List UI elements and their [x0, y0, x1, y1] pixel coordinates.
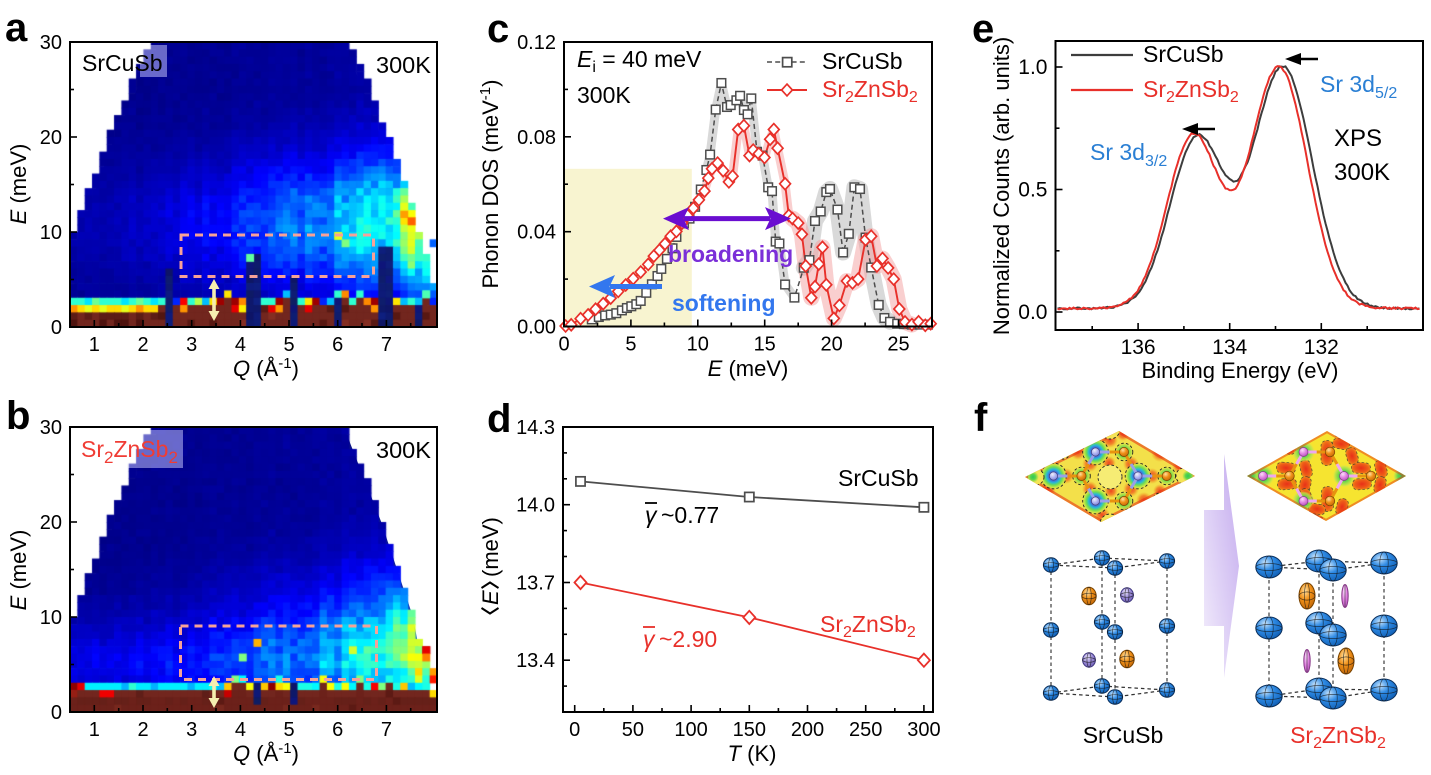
- svg-text:c: c: [487, 7, 509, 51]
- svg-text:~0.77: ~0.77: [661, 502, 719, 528]
- svg-text:Q (Å-1): Q (Å-1): [233, 355, 299, 381]
- svg-text:0.08: 0.08: [517, 127, 556, 149]
- svg-text:0.04: 0.04: [517, 222, 556, 244]
- svg-text:300K: 300K: [376, 52, 431, 78]
- svg-text:6: 6: [332, 719, 343, 741]
- svg-text:30: 30: [40, 417, 62, 439]
- svg-text:100: 100: [674, 719, 707, 741]
- svg-text:Sr 3d3/2: Sr 3d3/2: [1090, 139, 1167, 170]
- svg-text:2: 2: [137, 719, 148, 741]
- svg-text:0: 0: [51, 317, 62, 339]
- svg-text:30: 30: [40, 32, 62, 54]
- svg-text:softening: softening: [672, 290, 776, 316]
- svg-text:e: e: [972, 7, 994, 51]
- svg-text:Sr2ZnSb2: Sr2ZnSb2: [1143, 76, 1239, 106]
- svg-text:7: 7: [381, 719, 392, 741]
- svg-text:Normalized Counts (arb. units): Normalized Counts (arb. units): [989, 37, 1014, 335]
- svg-text:200: 200: [791, 719, 824, 741]
- svg-text:300K: 300K: [577, 82, 631, 108]
- svg-text:Q (Å-1): Q (Å-1): [233, 740, 299, 766]
- svg-text:(meV): (meV): [478, 517, 503, 577]
- svg-text:136: 136: [1121, 336, 1156, 359]
- svg-text:250: 250: [849, 719, 882, 741]
- svg-text:150: 150: [733, 719, 766, 741]
- svg-text:b: b: [6, 394, 30, 438]
- svg-text:300: 300: [907, 719, 940, 741]
- svg-text:4: 4: [235, 334, 246, 356]
- svg-text:5: 5: [625, 334, 636, 356]
- svg-text:7: 7: [381, 334, 392, 356]
- svg-text:20: 20: [40, 127, 62, 149]
- svg-text:14.0: 14.0: [516, 495, 555, 517]
- svg-text:XPS: XPS: [1334, 125, 1382, 152]
- svg-text:SrCuSb: SrCuSb: [82, 50, 163, 76]
- svg-text:14.3: 14.3: [516, 417, 555, 439]
- svg-text:Phonon DOS (meV-1): Phonon DOS (meV-1): [477, 80, 503, 289]
- svg-text:134: 134: [1212, 336, 1247, 359]
- svg-text:25: 25: [887, 334, 909, 356]
- svg-text:Ei = 40 meV: Ei = 40 meV: [577, 46, 702, 76]
- svg-text:d: d: [487, 397, 511, 441]
- svg-text:5: 5: [283, 719, 294, 741]
- svg-text:Sr 3d5/2: Sr 3d5/2: [1320, 71, 1397, 102]
- svg-text:0.00: 0.00: [517, 317, 556, 339]
- svg-text:Sr2ZnSb2: Sr2ZnSb2: [1290, 722, 1386, 752]
- svg-text:1: 1: [89, 334, 100, 356]
- svg-text:300K: 300K: [1334, 159, 1390, 186]
- svg-text:20: 20: [40, 512, 62, 534]
- svg-text:132: 132: [1304, 336, 1339, 359]
- svg-text:0: 0: [569, 719, 580, 741]
- svg-text:~2.90: ~2.90: [659, 626, 717, 652]
- svg-text:20: 20: [820, 334, 842, 356]
- svg-text:2: 2: [137, 334, 148, 356]
- svg-text:SrCuSb: SrCuSb: [1143, 41, 1224, 67]
- svg-text:10: 10: [40, 222, 62, 244]
- svg-text:4: 4: [235, 719, 246, 741]
- svg-text:SrCuSb: SrCuSb: [1083, 722, 1164, 748]
- svg-text:E (meV): E (meV): [6, 144, 31, 225]
- svg-text:5: 5: [283, 334, 294, 356]
- svg-text:Sr2ZnSb2: Sr2ZnSb2: [820, 611, 916, 641]
- svg-text:0.5: 0.5: [1018, 179, 1047, 202]
- svg-text:E (meV): E (meV): [6, 530, 31, 611]
- svg-text:E: E: [478, 590, 503, 605]
- svg-text:0: 0: [558, 334, 569, 356]
- svg-text:1: 1: [89, 719, 100, 741]
- svg-text:3: 3: [186, 334, 197, 356]
- svg-text:50: 50: [622, 719, 644, 741]
- svg-text:1.0: 1.0: [1018, 56, 1047, 79]
- svg-text:15: 15: [754, 334, 776, 356]
- svg-text:13.4: 13.4: [516, 650, 555, 672]
- svg-text:10: 10: [687, 334, 709, 356]
- svg-text:Sr2ZnSb2: Sr2ZnSb2: [822, 76, 918, 106]
- svg-text:0: 0: [51, 702, 62, 724]
- svg-text:E (meV): E (meV): [708, 356, 789, 381]
- svg-text:broadening: broadening: [668, 241, 793, 267]
- svg-text:SrCuSb: SrCuSb: [838, 465, 919, 491]
- svg-text:Binding Energy (eV): Binding Energy (eV): [1142, 358, 1339, 383]
- svg-text:γ: γ: [645, 502, 658, 528]
- svg-text:13.7: 13.7: [516, 573, 555, 595]
- svg-text:10: 10: [40, 607, 62, 629]
- svg-text:0.0: 0.0: [1018, 301, 1047, 324]
- svg-text:γ: γ: [643, 626, 656, 652]
- svg-text:SrCuSb: SrCuSb: [822, 48, 903, 74]
- svg-text:T (K): T (K): [728, 741, 777, 766]
- svg-text:3: 3: [186, 719, 197, 741]
- svg-text:f: f: [974, 396, 988, 440]
- svg-text:6: 6: [332, 334, 343, 356]
- svg-text:a: a: [5, 6, 28, 50]
- svg-text:0.12: 0.12: [517, 32, 556, 54]
- svg-text:Sr2ZnSb2: Sr2ZnSb2: [81, 436, 178, 467]
- svg-text:300K: 300K: [376, 437, 431, 463]
